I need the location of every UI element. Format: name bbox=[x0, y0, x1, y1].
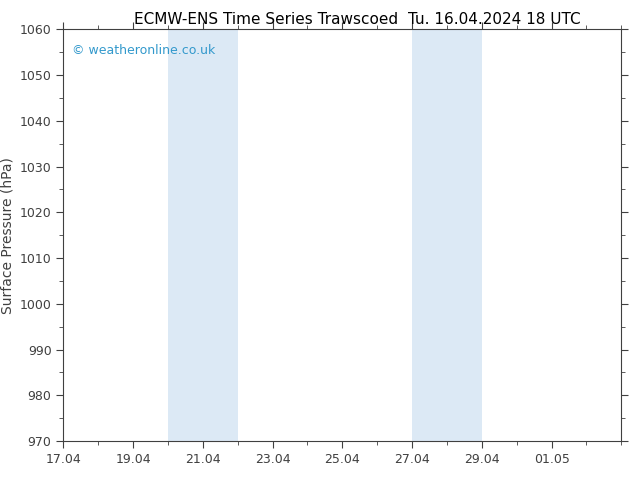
Text: Tu. 16.04.2024 18 UTC: Tu. 16.04.2024 18 UTC bbox=[408, 12, 581, 27]
Bar bbox=[412, 29, 447, 441]
Y-axis label: Surface Pressure (hPa): Surface Pressure (hPa) bbox=[0, 157, 14, 314]
Text: © weatheronline.co.uk: © weatheronline.co.uk bbox=[72, 44, 215, 57]
Bar bbox=[168, 29, 238, 441]
Text: ECMW-ENS Time Series Trawscoed: ECMW-ENS Time Series Trawscoed bbox=[134, 12, 398, 27]
Bar bbox=[447, 29, 482, 441]
